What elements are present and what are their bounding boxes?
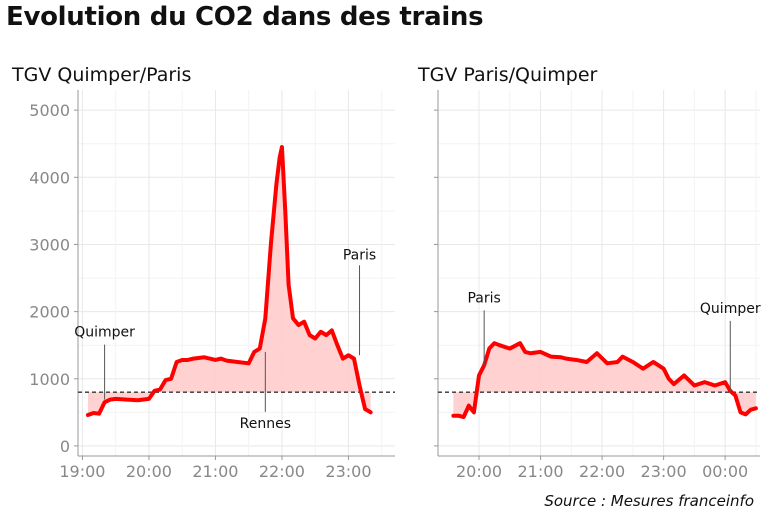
panel-title: TGV Quimper/Paris	[11, 64, 191, 86]
annotation-label: Paris	[467, 290, 500, 306]
x-tick-label: 20:00	[126, 462, 172, 481]
y-tick-label: 5000	[29, 101, 70, 120]
series-line	[451, 341, 758, 420]
series-area	[453, 343, 756, 418]
y-tick-label: 0	[60, 437, 70, 456]
page-title: Evolution du CO2 dans des trains	[6, 2, 484, 32]
x-tick-label: 21:00	[517, 462, 563, 481]
source-caption: Source : Mesures franceinfo	[544, 492, 754, 510]
annotation-label: Quimper	[74, 325, 135, 341]
x-tick-label: 21:00	[192, 462, 238, 481]
annotation-label: Paris	[343, 247, 376, 263]
y-tick-label: 1000	[29, 370, 70, 389]
annotation-label: Quimper	[700, 301, 761, 317]
y-tick-label: 2000	[29, 303, 70, 322]
chart-panel-2: TGV Paris/Quimper 20:00 21:00 22:00 23:00 00:…	[417, 64, 761, 481]
x-tick-label: 00:00	[702, 462, 748, 481]
x-tick-label: 22:00	[259, 462, 305, 481]
y-tick-label: 4000	[29, 168, 70, 187]
x-tick-label: 23:00	[325, 462, 371, 481]
series-line	[85, 145, 373, 418]
chart-panel-1: TGV Quimper/Paris 0 1000 2000 3000 4000 5000 19…	[11, 64, 395, 481]
x-tick-label: 22:00	[579, 462, 625, 481]
x-tick-label: 20:00	[456, 462, 502, 481]
annotation-label: Rennes	[240, 416, 291, 432]
x-tick-label: 23:00	[641, 462, 687, 481]
series-area	[87, 147, 371, 416]
panel-title: TGV Paris/Quimper	[417, 64, 598, 86]
x-tick-label: 19:00	[59, 462, 105, 481]
y-tick-label: 3000	[29, 235, 70, 254]
